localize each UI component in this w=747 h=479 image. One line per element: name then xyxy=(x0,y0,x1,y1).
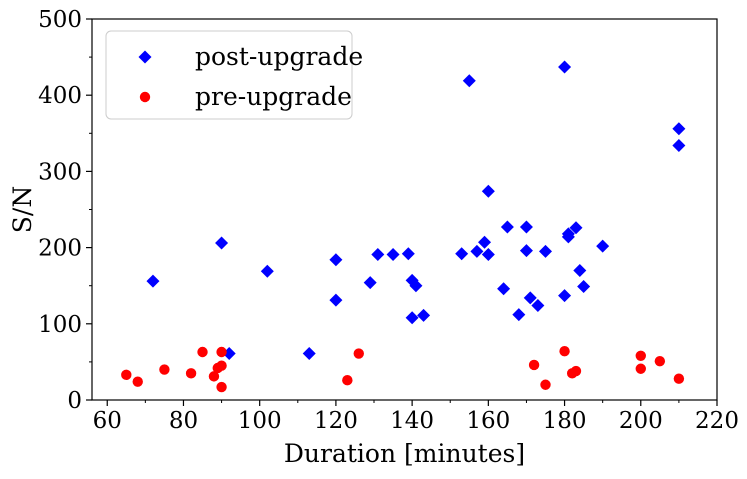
post-upgrade-point xyxy=(401,247,415,261)
pre-upgrade-point xyxy=(654,355,666,367)
post-upgrade-point xyxy=(329,293,343,307)
post-upgrade-point xyxy=(561,230,575,244)
y-tick-label: 500 xyxy=(38,7,82,33)
pre-upgrade-point xyxy=(673,373,685,384)
pre-upgrade-point xyxy=(540,379,551,390)
pre-upgrade-point xyxy=(216,346,227,358)
x-tick-label: 180 xyxy=(543,408,587,434)
post-upgrade-point xyxy=(497,282,511,296)
pre-upgrade-point xyxy=(570,365,582,377)
x-axis-label: Duration [minutes] xyxy=(284,439,525,468)
post-upgrade-point xyxy=(573,263,587,277)
pre-upgrade-point xyxy=(185,368,197,379)
post-upgrade-point xyxy=(470,244,484,258)
pre-upgrade-point xyxy=(216,360,227,371)
pre-upgrade-point xyxy=(635,363,646,374)
post-upgrade-point xyxy=(146,274,160,288)
post-upgrade-point xyxy=(455,247,469,261)
post-upgrade-point xyxy=(363,276,377,290)
x-tick-label: 60 xyxy=(93,408,122,434)
post-upgrade-point xyxy=(462,74,476,88)
post-upgrade-point xyxy=(672,138,686,152)
legend-box xyxy=(105,30,353,120)
pre-upgrade-point xyxy=(559,346,570,357)
pre-upgrade-point xyxy=(528,359,540,371)
pre-upgrade-point xyxy=(635,350,646,362)
pre-upgrade-point xyxy=(121,369,132,381)
pre-upgrade-point xyxy=(197,346,208,358)
pre-upgrade-point xyxy=(342,374,353,386)
post-upgrade-point xyxy=(558,289,572,303)
y-tick-label: 100 xyxy=(38,312,82,338)
post-upgrade-point xyxy=(478,235,492,249)
y-axis-label: S/N xyxy=(8,186,37,233)
x-tick-label: 120 xyxy=(314,408,358,434)
x-tick-label: 80 xyxy=(169,408,198,434)
post-upgrade-point xyxy=(481,184,495,198)
post-upgrade-point xyxy=(417,308,431,322)
post-upgrade-point xyxy=(539,244,553,258)
post-upgrade-point xyxy=(672,122,686,136)
post-upgrade-point xyxy=(371,247,385,261)
y-tick-label: 400 xyxy=(38,83,82,109)
x-tick-label: 140 xyxy=(390,408,434,434)
legend-label: pre-upgrade xyxy=(195,82,352,111)
pre-upgrade-point xyxy=(159,364,170,375)
post-upgrade-point xyxy=(558,60,572,74)
post-upgrade-point xyxy=(512,308,526,322)
pre-upgrade-point xyxy=(132,376,143,387)
post-upgrade-point xyxy=(215,236,229,250)
pre-upgrade-point xyxy=(216,381,227,393)
post-upgrade-point xyxy=(329,253,343,267)
legend-diamond-marker xyxy=(138,50,152,64)
post-upgrade-point xyxy=(481,247,495,261)
post-upgrade-point xyxy=(302,347,316,361)
post-upgrade-point xyxy=(523,291,537,305)
post-upgrade-point xyxy=(577,279,591,293)
legend-circle-marker xyxy=(139,91,151,103)
post-upgrade-point xyxy=(519,244,533,258)
post-upgrade-point xyxy=(405,311,419,325)
legend-label: post-upgrade xyxy=(195,42,363,71)
post-upgrade-point xyxy=(409,279,423,293)
post-upgrade-point xyxy=(260,264,274,278)
post-upgrade-point xyxy=(519,220,533,234)
post-upgrade-point xyxy=(386,247,400,261)
data-points xyxy=(121,60,686,393)
y-tick-label: 200 xyxy=(38,236,82,262)
x-tick-label: 160 xyxy=(466,408,510,434)
y-tick-label: 300 xyxy=(38,159,82,185)
axis-ticks: 60 80 100 120 140 160 180 200 220 0 100 200 300 400 50… xyxy=(38,7,739,434)
x-tick-label: 200 xyxy=(619,408,663,434)
post-upgrade-point xyxy=(596,239,610,253)
pre-upgrade-point xyxy=(353,348,364,359)
y-tick-label: 0 xyxy=(67,388,82,414)
post-upgrade-point xyxy=(531,299,545,313)
post-upgrade-point xyxy=(500,220,514,234)
pre-upgrade-point xyxy=(208,371,220,382)
post-upgrade-point xyxy=(569,221,583,235)
legend: post-upgrade pre-upgrade xyxy=(105,30,363,120)
x-tick-label: 220 xyxy=(695,408,739,434)
x-tick-label: 100 xyxy=(238,408,282,434)
